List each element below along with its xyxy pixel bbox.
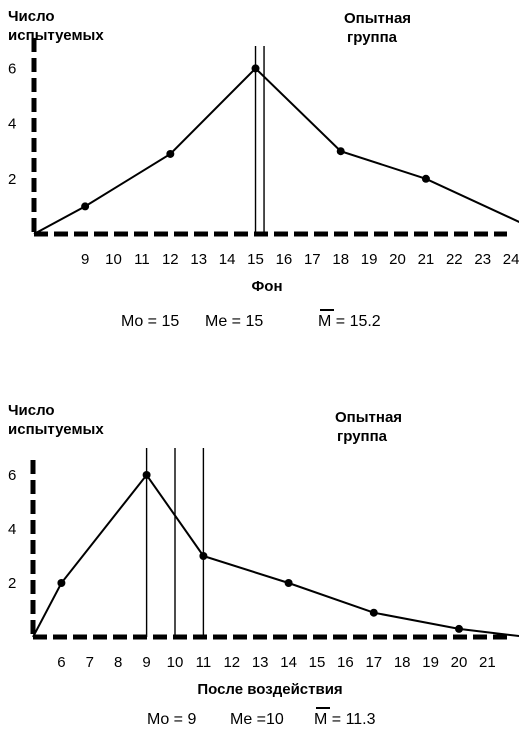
chart2-x-tick: 8 xyxy=(114,654,122,671)
chart1-y-tick: 2 xyxy=(8,171,16,188)
chart1-x-tick: 12 xyxy=(162,251,179,268)
chart1-x-tick: 14 xyxy=(219,251,236,268)
chart1-x-tick: 20 xyxy=(389,251,406,268)
chart1-ylabel-line2: испытуемых xyxy=(8,27,104,44)
chart1-x-tick: 21 xyxy=(418,251,435,268)
chart2-stats: Mo = 9 Me =10 M = 11.3 xyxy=(147,707,376,728)
chart2-x-tick: 11 xyxy=(196,654,212,671)
chart2-data-point xyxy=(57,579,66,587)
chart2-xlabel: После воздействия xyxy=(197,681,342,698)
chart2-x-tick: 19 xyxy=(422,654,439,671)
chart2-x-tick: 7 xyxy=(86,654,94,671)
chart2-x-tick: 13 xyxy=(252,654,269,671)
chart2-x-tick: 10 xyxy=(167,654,184,671)
chart2-plot: 2 4 6 6 7 8 9 10 11 12 13 14 15 16 17 18 19 20 21 xyxy=(8,448,519,671)
chart2-x-tick: 16 xyxy=(337,654,354,671)
chart2-data-point xyxy=(199,552,208,560)
chart2-x-tick: 6 xyxy=(57,654,65,671)
chart2-x-tick: 18 xyxy=(394,654,411,671)
chart1-mode: Mo = 15 xyxy=(121,313,179,330)
chart2-data-point xyxy=(142,471,151,479)
chart1-group-label-line1: Опытная xyxy=(344,10,411,27)
chart2-group-label-line1: Опытная xyxy=(335,409,402,426)
chart2-x-tick: 15 xyxy=(309,654,326,671)
chart1-x-tick: 17 xyxy=(304,251,321,268)
chart1-ylabel-line1: Число xyxy=(8,8,55,25)
chart2-ylabel-line2: испытуемых xyxy=(8,421,104,438)
chart2-x-tick: 9 xyxy=(142,654,150,671)
chart1-x-tick: 24 xyxy=(503,251,519,268)
chart1-x-tick: 23 xyxy=(474,251,491,268)
chart1-x-tick: 19 xyxy=(361,251,378,268)
chart2-mode: Mo = 9 xyxy=(147,711,196,728)
chart1-x-tick: 18 xyxy=(332,251,349,268)
chart1-data-point xyxy=(166,149,175,158)
chart1-x-tick: 16 xyxy=(276,251,293,268)
chart1-data-point xyxy=(81,202,90,211)
chart1-data-point xyxy=(336,147,345,156)
chart2-data-point xyxy=(369,608,378,617)
chart2-data-point xyxy=(455,624,463,633)
chart1-x-tick: 9 xyxy=(81,251,89,268)
chart1-data-point xyxy=(421,174,430,183)
chart1-group-label-line2: группа xyxy=(347,29,398,46)
chart2-data-point xyxy=(284,579,293,587)
chart1-x-tick: 11 xyxy=(134,251,150,268)
chart2-x-tick: 17 xyxy=(365,654,382,671)
chart2-group-label-line2: группа xyxy=(337,428,388,445)
chart2-mean: M = 11.3 xyxy=(314,711,376,728)
chart1-stats: Mo = 15 Me = 15 M = 15.2 xyxy=(121,309,381,330)
chart1-xlabel: Фон xyxy=(251,278,282,295)
chart1-x-tick: 22 xyxy=(446,251,463,268)
chart1-median: Me = 15 xyxy=(205,313,263,330)
chart1-x-tick: 13 xyxy=(190,251,207,268)
chart1-mean: M = 15.2 xyxy=(318,313,381,330)
chart2-x-tick: 21 xyxy=(479,654,496,671)
chart1-x-tick: 15 xyxy=(247,251,264,268)
chart1-y-tick: 6 xyxy=(8,60,16,77)
chart2-series-line xyxy=(32,473,519,638)
chart2-x-tick: 12 xyxy=(223,654,240,671)
chart2-y-tick: 6 xyxy=(8,467,16,484)
chart1-y-tick: 4 xyxy=(8,116,16,133)
chart1-data-point xyxy=(251,64,260,73)
chart1-x-tick: 10 xyxy=(105,251,122,268)
chart2-y-tick: 2 xyxy=(8,575,16,592)
chart1-series-line xyxy=(33,66,519,235)
chart2-y-tick: 4 xyxy=(8,521,16,538)
chart2-median: Me =10 xyxy=(230,711,284,728)
chart2-x-tick: 14 xyxy=(280,654,297,671)
chart2-x-tick: 20 xyxy=(451,654,468,671)
chart2-ylabel-line1: Число xyxy=(8,402,55,419)
